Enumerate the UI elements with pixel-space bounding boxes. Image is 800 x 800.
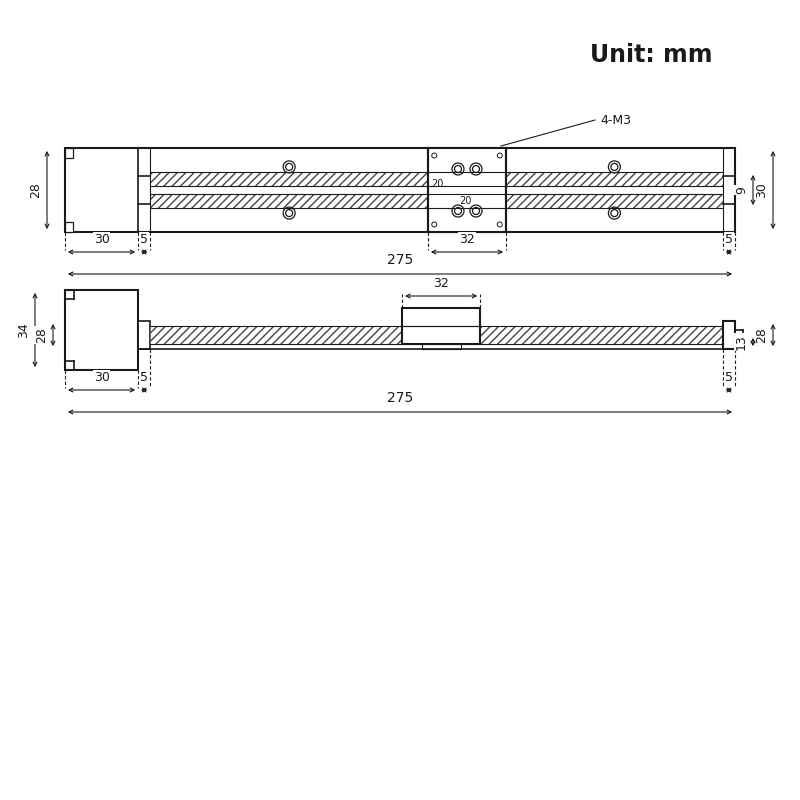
Text: 5: 5 <box>725 371 733 384</box>
Bar <box>150 194 723 208</box>
Bar <box>402 308 480 344</box>
Text: 30: 30 <box>94 233 110 246</box>
Text: 32: 32 <box>459 233 475 246</box>
Text: 30: 30 <box>755 182 768 198</box>
Text: 5: 5 <box>140 371 148 384</box>
Bar <box>65 222 73 232</box>
Text: 28: 28 <box>755 327 768 343</box>
Text: 4-M3: 4-M3 <box>600 114 631 126</box>
Text: Unit: mm: Unit: mm <box>590 43 713 67</box>
Bar <box>723 321 735 349</box>
Text: 9: 9 <box>735 186 748 194</box>
Bar <box>138 321 150 349</box>
Bar <box>65 148 73 158</box>
Text: 275: 275 <box>387 253 413 267</box>
Text: 32: 32 <box>434 277 449 290</box>
Bar <box>150 172 723 186</box>
Text: 5: 5 <box>725 233 733 246</box>
Text: 28: 28 <box>35 327 48 343</box>
Text: 20: 20 <box>431 179 443 189</box>
Text: 5: 5 <box>140 233 148 246</box>
Text: 275: 275 <box>387 391 413 405</box>
Bar <box>65 148 735 232</box>
Text: 34: 34 <box>17 322 30 338</box>
Bar <box>428 148 506 232</box>
Text: 30: 30 <box>94 371 110 384</box>
Text: 20: 20 <box>459 196 471 206</box>
Text: 28: 28 <box>29 182 42 198</box>
Text: 13: 13 <box>735 334 748 350</box>
Bar <box>65 290 138 370</box>
Bar <box>150 326 723 344</box>
